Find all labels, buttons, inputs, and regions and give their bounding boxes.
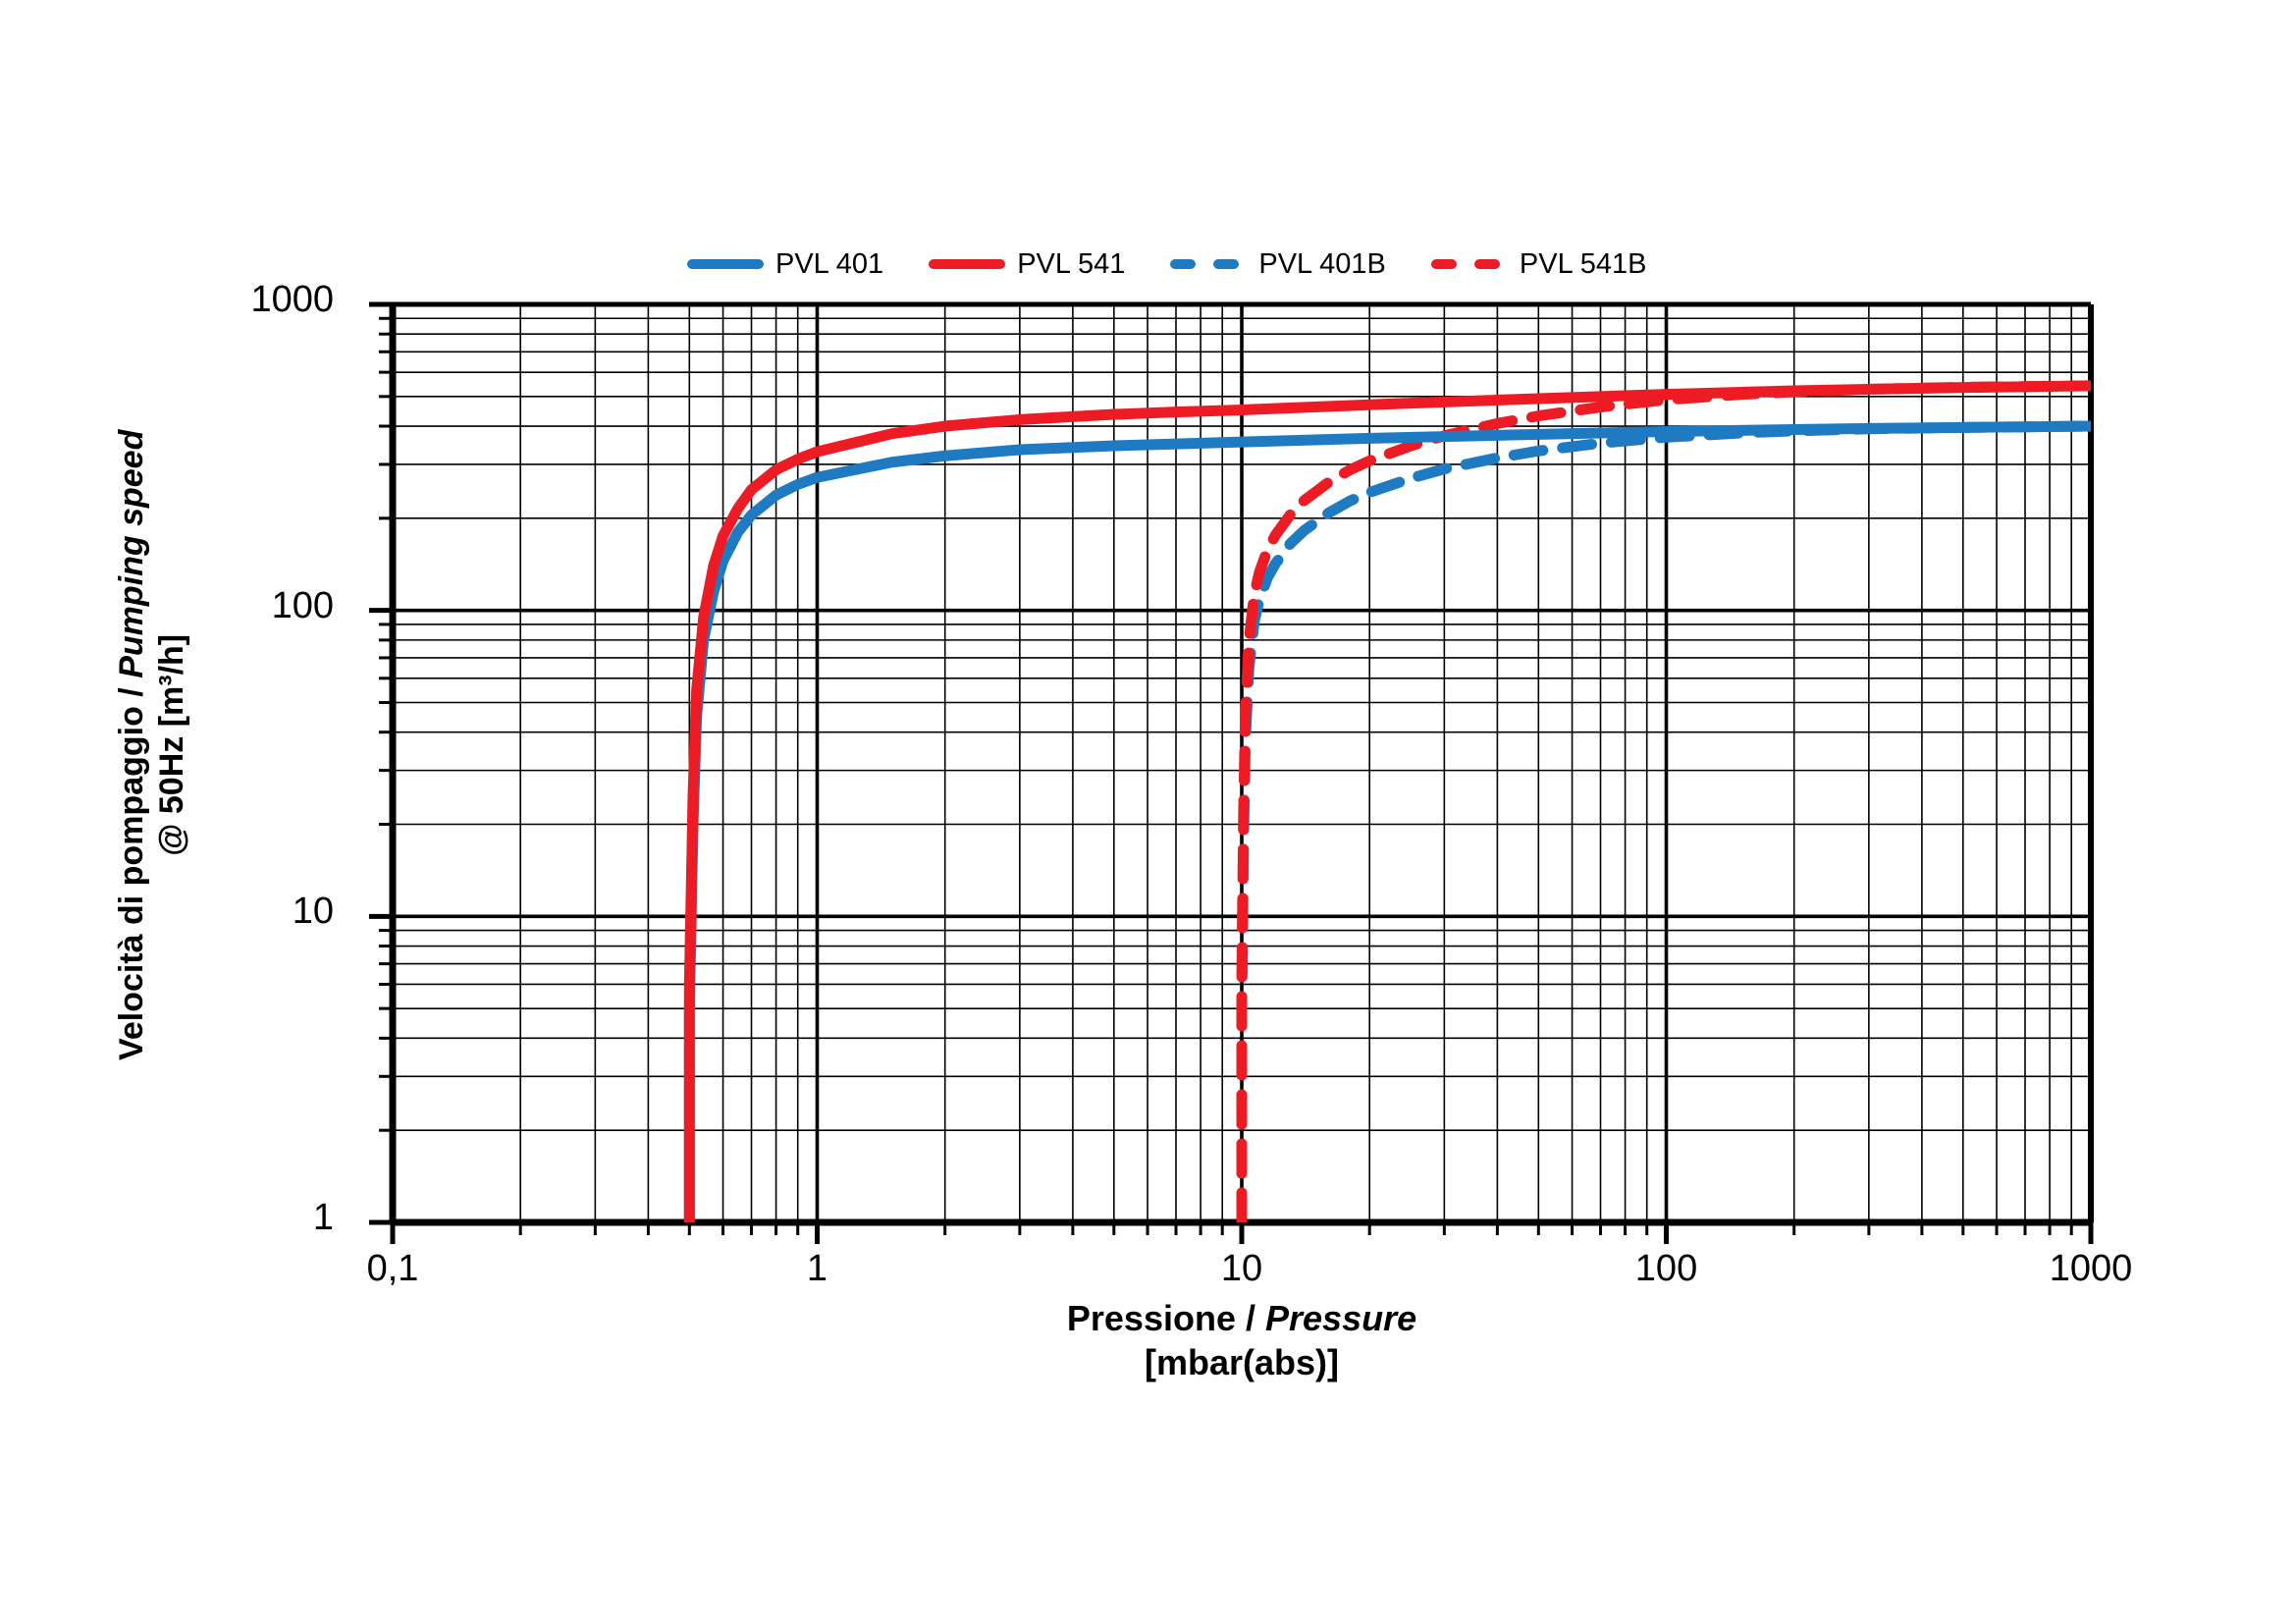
x-tick-label: 10: [1220, 1248, 1263, 1289]
legend-item-pvl-401: PVL 401: [687, 247, 884, 280]
y-tick-label: 10: [292, 891, 334, 933]
y-tick-label: 100: [271, 584, 334, 626]
chart-legend: PVL 401 PVL 541 PVL 401B PVL 541B: [687, 242, 1646, 287]
y-axis-title-line2: @ 50Hz [m³/h]: [153, 633, 190, 856]
y-tick-label: 1000: [250, 279, 334, 320]
x-axis-title-italic: Pressure: [1265, 1298, 1417, 1338]
y-axis-title-plain: Velocità di pompaggio /: [113, 677, 151, 1060]
legend-label: PVL 401: [775, 247, 884, 280]
x-axis-title: Pressione / Pressure [mbar(abs)]: [393, 1296, 2091, 1384]
x-axis-title-line1: Pressione / Pressure: [1067, 1298, 1416, 1338]
x-tick-label: 0,1: [366, 1248, 419, 1289]
x-tick-label: 1: [806, 1248, 828, 1289]
x-tick-label: 100: [1634, 1248, 1698, 1289]
legend-swatch-dashed: [1430, 259, 1508, 269]
y-axis-title: Velocità di pompaggio / Pumping speed @ …: [112, 392, 192, 1099]
x-tick-label: 1000: [2049, 1248, 2133, 1289]
legend-label: PVL 541B: [1519, 247, 1647, 280]
legend-item-pvl-541b: PVL 541B: [1430, 247, 1647, 280]
legend-swatch-dashed: [1170, 259, 1247, 269]
legend-item-pvl-541: PVL 541: [929, 247, 1126, 280]
x-axis-title-line2: [mbar(abs)]: [1144, 1342, 1340, 1382]
axis-ticks: [369, 301, 2094, 1244]
legend-label: PVL 401B: [1258, 247, 1386, 280]
y-tick-label: 1: [312, 1197, 334, 1238]
y-axis-title-italic: Pumping speed: [113, 429, 151, 678]
x-axis-title-plain: Pressione /: [1066, 1298, 1265, 1338]
legend-swatch-solid: [929, 259, 1006, 269]
data-series-group: [683, 380, 2091, 1222]
y-axis-title-line1: Velocità di pompaggio / Pumping speed: [113, 430, 150, 1060]
series-line-pvl-541: [683, 380, 2091, 1222]
legend-label: PVL 541: [1017, 247, 1126, 280]
legend-swatch-solid: [687, 259, 764, 269]
legend-item-pvl-401b: PVL 401B: [1170, 247, 1386, 280]
